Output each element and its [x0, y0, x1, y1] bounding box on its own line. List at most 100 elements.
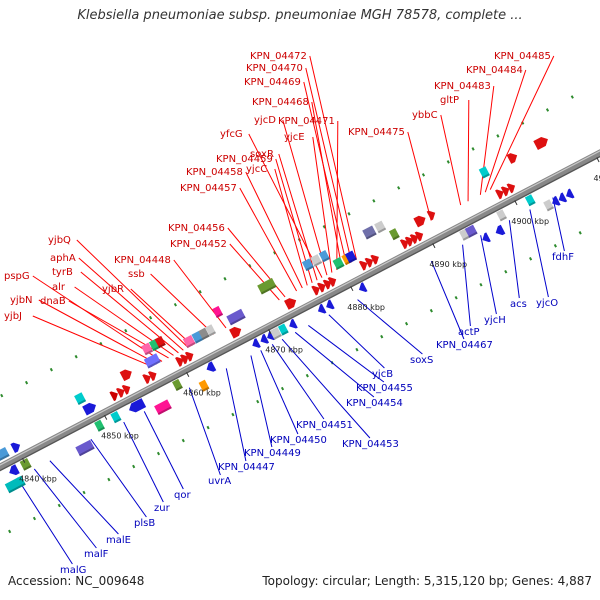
reverse-label-leader — [462, 244, 471, 327]
forward-gene-label: KPN_04458 — [186, 167, 243, 178]
forward-gene-label: KPN_04471 — [278, 116, 335, 127]
reverse-gene-label: KPN_04451 — [296, 420, 353, 431]
reverse-gene-label: acs — [510, 299, 527, 310]
backbone-highlight — [0, 150, 600, 466]
forward-gene-label: gltP — [440, 95, 459, 106]
forward-gene-feature — [175, 357, 184, 367]
reverse-label-leader — [49, 460, 119, 535]
forward-gene-feature — [500, 186, 510, 197]
reverse-gene-label: soxS — [410, 355, 433, 366]
forward-label-leader — [38, 299, 158, 365]
forward-gene-feature — [478, 166, 490, 179]
reverse-gene-feature — [543, 199, 555, 212]
forward-gene-feature — [119, 369, 132, 382]
reverse-gene-label: yjcH — [484, 315, 506, 326]
reverse-gene-label: KPN_04447 — [218, 462, 275, 473]
forward-gene-label: yjbQ — [48, 235, 71, 246]
forward-gene-feature — [362, 225, 377, 240]
reverse-label-leader — [123, 421, 164, 503]
backbone-line — [0, 149, 600, 470]
forward-gene-feature — [74, 392, 87, 406]
forward-gene-feature — [344, 250, 357, 264]
forward-gene-feature — [414, 231, 424, 242]
reverse-gene-feature — [94, 419, 105, 432]
forward-label-leader — [78, 257, 184, 351]
forward-gene-feature — [143, 353, 161, 369]
forward-gene-feature — [409, 234, 419, 244]
reverse-gene-feature — [110, 410, 122, 424]
reverse-gene-label: malG — [60, 565, 86, 576]
forward-label-leader — [76, 239, 189, 349]
forward-gene-feature — [0, 446, 10, 462]
forward-label-leader — [32, 315, 153, 368]
forward-gene-label: KPN_04448 — [114, 255, 171, 266]
reverse-gene-feature — [482, 232, 491, 243]
forward-label-leader — [239, 187, 298, 292]
forward-gene-feature — [533, 136, 548, 150]
forward-gene-feature — [212, 305, 224, 319]
tick-label: 4840 kbp — [19, 475, 57, 484]
tick-mark — [350, 286, 354, 292]
tick-mark — [104, 415, 108, 420]
forward-gene-label: dnaB — [40, 296, 66, 307]
forward-gene-feature — [327, 277, 337, 287]
forward-gene-feature — [358, 260, 368, 271]
tick-label: 4910 kbp — [593, 174, 600, 183]
forward-gene-feature — [404, 236, 414, 247]
forward-gene-feature — [317, 282, 326, 293]
reverse-gene-label: qor — [174, 490, 191, 501]
forward-label-leader — [282, 119, 328, 276]
reverse-gene-feature — [566, 188, 575, 199]
reverse-gene-feature — [4, 475, 26, 494]
forward-gene-label: yjcC — [246, 164, 267, 175]
forward-gene-label: KPN_04457 — [180, 183, 237, 194]
reverse-gene-label: KPN_04455 — [356, 383, 413, 394]
forward-label-leader — [484, 69, 527, 193]
reverse-gene-feature — [558, 192, 568, 203]
tick-mark — [21, 457, 26, 463]
reverse-gene-feature — [269, 327, 282, 340]
forward-gene-feature — [229, 326, 242, 339]
forward-gene-feature — [184, 351, 194, 362]
reverse-gene-feature — [459, 228, 471, 241]
tick-mark — [514, 200, 518, 206]
forward-gene-feature — [310, 254, 323, 267]
reverse-gene-feature — [289, 318, 298, 329]
reverse-gene-feature — [552, 195, 561, 206]
reverse-gene-feature — [260, 333, 270, 344]
reverse-gene-feature — [317, 303, 327, 314]
reverse-label-leader — [16, 477, 73, 565]
label-leader-lines — [16, 55, 565, 565]
forward-gene-label: yjcE — [284, 132, 305, 143]
reverse-label-leader — [188, 387, 221, 476]
reverse-gene-feature — [198, 379, 210, 392]
reverse-label-leader — [294, 331, 375, 398]
reverse-gene-label: KPN_04453 — [342, 439, 399, 450]
reverse-gene-feature — [252, 338, 261, 348]
forward-gene-feature — [364, 257, 374, 268]
reverse-gene-label: plsB — [134, 518, 155, 529]
forward-gene-label: KPN_04484 — [466, 65, 523, 76]
gene-features — [0, 136, 575, 494]
forward-gene-feature — [141, 342, 154, 356]
forward-gene-feature — [318, 249, 330, 263]
forward-gene-label: KPN_04470 — [246, 63, 303, 74]
forward-gene-feature — [332, 256, 345, 270]
tick-mark — [432, 243, 436, 249]
reverse-gene-feature — [172, 378, 183, 391]
forward-gene-label: tyrB — [52, 267, 73, 278]
forward-gene-feature — [284, 298, 297, 310]
reverse-gene-label: fdhF — [552, 252, 574, 263]
forward-label-leader — [173, 259, 227, 329]
forward-gene-feature — [10, 442, 21, 454]
reverse-gene-label: uvrA — [208, 476, 231, 487]
reverse-label-leader — [33, 468, 97, 549]
forward-gene-feature — [115, 387, 125, 398]
forward-gene-feature — [148, 338, 161, 352]
reverse-gene-feature — [9, 464, 20, 476]
forward-gene-feature — [388, 228, 400, 241]
reverse-gene-feature — [326, 299, 335, 310]
forward-gene-feature — [82, 402, 96, 416]
